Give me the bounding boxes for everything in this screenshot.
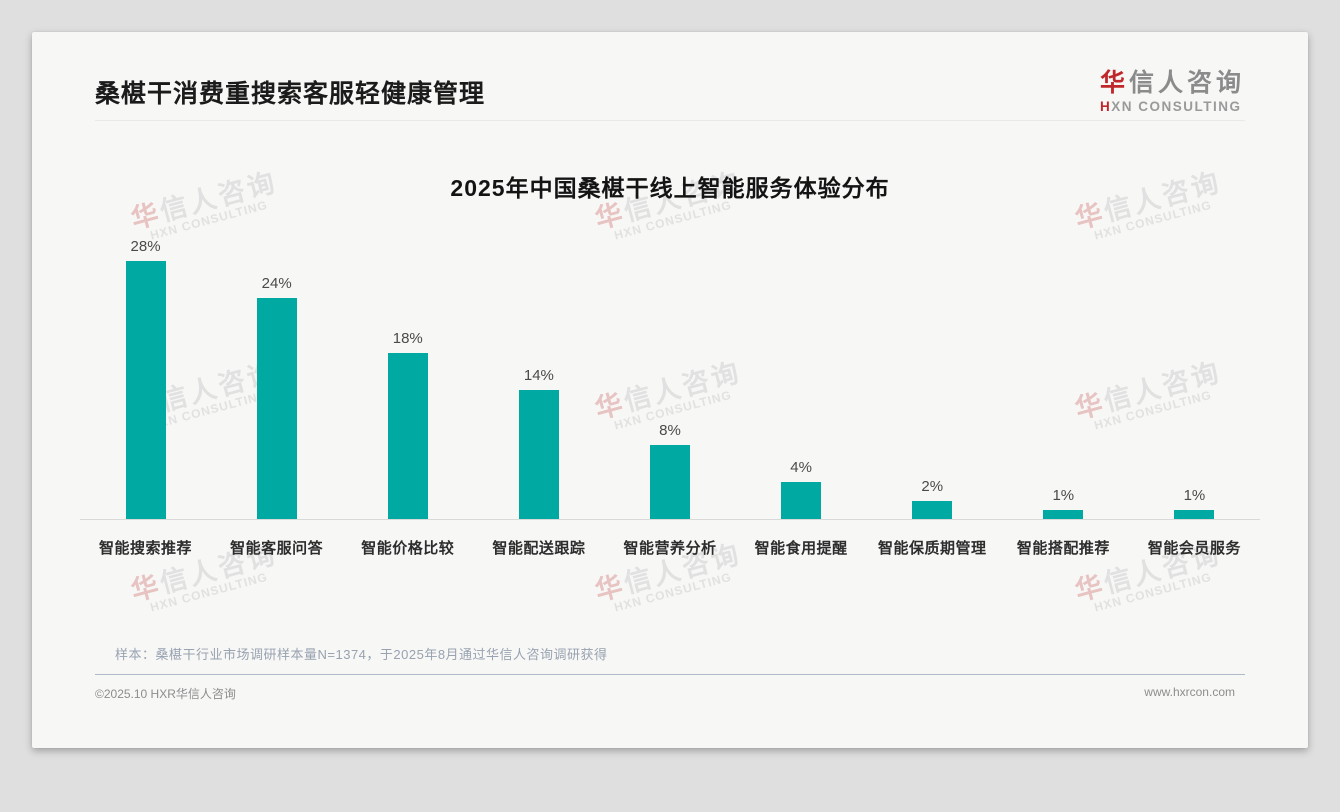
bar <box>518 390 559 519</box>
bar-value-label: 2% <box>921 478 944 495</box>
bar <box>387 353 428 519</box>
category-label: 智能客服问答 <box>230 540 324 557</box>
bar <box>912 501 953 519</box>
bar-value-label: 24% <box>261 275 292 292</box>
sample-footnote: 样本：桑椹干行业市场调研样本量N=1374，于2025年8月通过华信人咨询调研获… <box>115 647 608 662</box>
bar-column: 8% <box>604 422 735 519</box>
bar-column: 4% <box>736 459 867 519</box>
category-label: 智能营养分析 <box>623 540 717 557</box>
category-label: 智能搭配推荐 <box>1016 540 1110 557</box>
bar-column: 18% <box>342 330 473 519</box>
category-label: 智能配送跟踪 <box>492 540 586 557</box>
bar-column: 2% <box>867 478 998 519</box>
category-label: 智能食用提醒 <box>754 540 848 557</box>
bar-column: 1% <box>998 487 1129 519</box>
bar-value-label: 1% <box>1052 487 1075 504</box>
bar-value-label: 14% <box>523 367 554 384</box>
report-header: 桑椹干消费重搜索客服轻健康管理 华信人咨询 HXN CONSULTING <box>32 32 1308 120</box>
chart-category-axis: 智能搜索推荐 智能客服问答 智能价格比较 智能配送跟踪 智能营养分析 智能食用提醒 智能保质… <box>80 537 1260 558</box>
page-title: 桑椹干消费重搜索客服轻健康管理 <box>95 80 486 108</box>
bar-column: 24% <box>211 275 342 519</box>
copyright-text: ©2025.10 HXR华信人咨询 <box>95 687 236 701</box>
category-label: 智能会员服务 <box>1147 540 1241 557</box>
brand-logo-chinese: 华信人咨询 <box>1099 69 1245 97</box>
bar <box>125 261 166 519</box>
footer-divider <box>95 674 1245 675</box>
bar-chart: 28% 24% 18% 14% 8% 4% 2% 1% 1% 智能搜索推荐 智能客服问答 智能价格比… <box>80 203 1260 558</box>
bar <box>1043 510 1084 519</box>
chart-title: 2025年中国桑椹干线上智能服务体验分布 <box>450 175 890 201</box>
page-footer: ©2025.10 HXR华信人咨询 www.hxrcon.com <box>32 675 1308 702</box>
bar <box>781 482 822 519</box>
bar-value-label: 18% <box>392 330 423 347</box>
bar-value-label: 1% <box>1183 487 1206 504</box>
brand-logo-english: HXN CONSULTING <box>1099 98 1242 114</box>
website-url: www.hxrcon.com <box>1144 685 1235 699</box>
bar-value-label: 8% <box>659 422 681 439</box>
header-divider <box>95 120 1245 121</box>
brand-logo: 华信人咨询 HXN CONSULTING <box>1099 62 1245 114</box>
category-label: 智能价格比较 <box>361 540 455 557</box>
bar <box>256 298 297 519</box>
chart-plot-area: 28% 24% 18% 14% 8% 4% 2% 1% 1% <box>80 203 1260 520</box>
category-label: 智能保质期管理 <box>877 540 987 557</box>
category-label: 智能搜索推荐 <box>99 540 193 557</box>
bar-column: 1% <box>1129 487 1260 519</box>
bar-column: 14% <box>473 367 604 519</box>
bar <box>1174 510 1215 519</box>
bar-value-label: 4% <box>790 459 812 476</box>
bar <box>649 445 690 519</box>
report-card: 华信人咨询 HXN CONSULTING 华信人咨询 HXN CONSULTING … <box>32 32 1308 748</box>
bar-value-label: 28% <box>130 238 161 255</box>
bar-column: 28% <box>80 238 211 519</box>
